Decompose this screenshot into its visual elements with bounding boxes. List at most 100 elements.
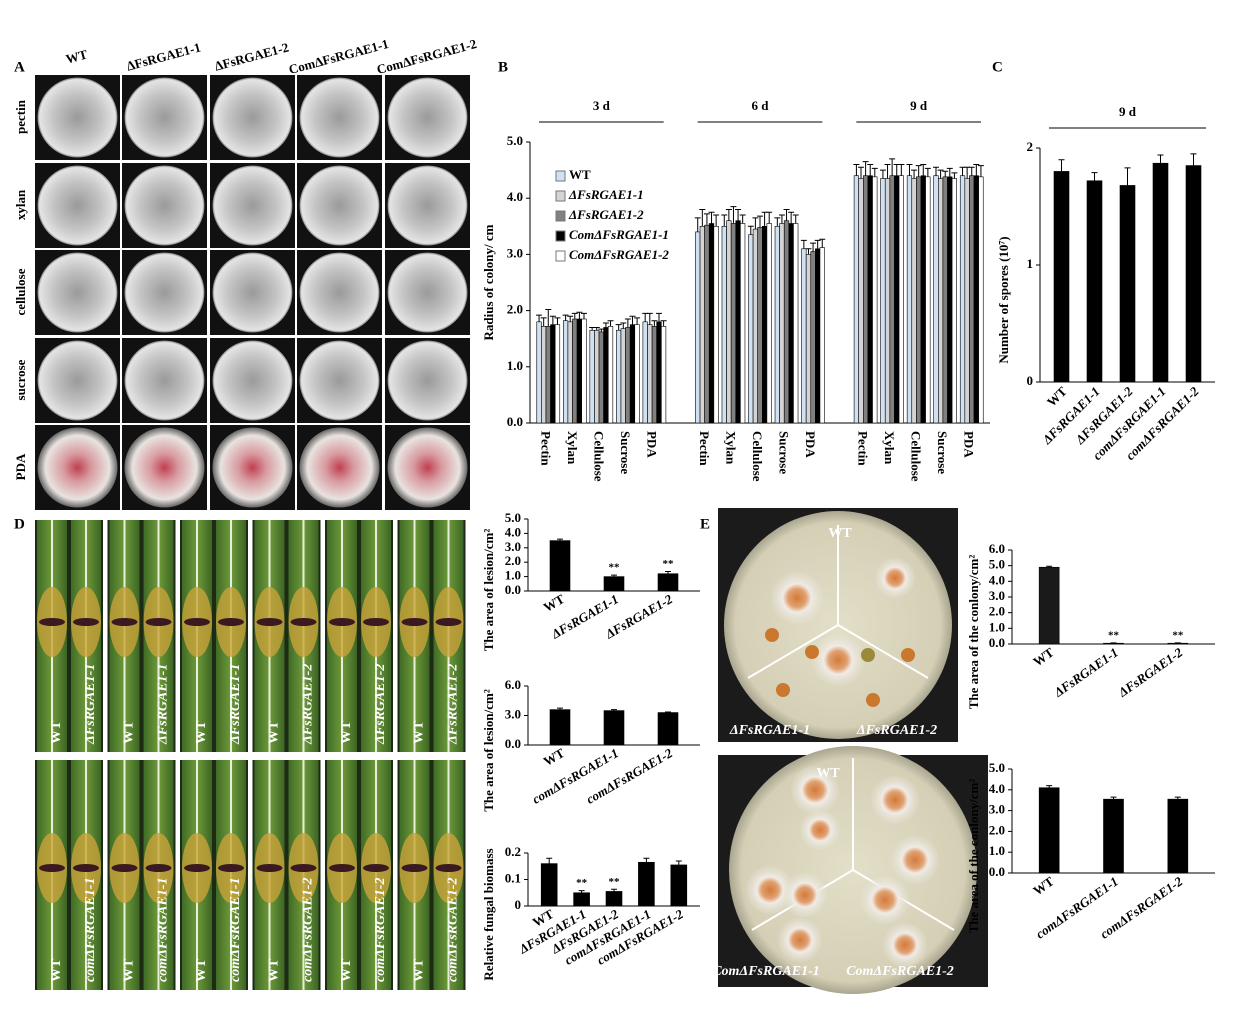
- y-tick-label: 5.0: [507, 133, 523, 148]
- leaf-label: WT: [339, 720, 354, 744]
- error-bar: [871, 167, 878, 177]
- significance: **: [1172, 629, 1184, 641]
- error-bar: [1190, 153, 1197, 166]
- error-bar: [752, 217, 759, 230]
- bar: [740, 223, 746, 424]
- bar: [872, 176, 878, 424]
- bar: [973, 175, 979, 424]
- bar: [1038, 787, 1060, 874]
- leaf-label: comΔFsRGAE1-1: [83, 878, 98, 982]
- leaf-label: WT: [194, 958, 209, 982]
- bar: [853, 175, 859, 424]
- y-tick-label: 2.0: [989, 822, 1005, 837]
- group-label: 9 d: [1119, 104, 1137, 119]
- bar: [657, 573, 679, 592]
- y-tick-label: 5.0: [989, 760, 1005, 775]
- bar: [562, 320, 569, 424]
- error-bar: [879, 169, 886, 179]
- bar: [620, 328, 626, 424]
- error-bar: [611, 888, 617, 892]
- bar: [1103, 798, 1124, 874]
- column-label: ΔFsRGAE1-2: [213, 39, 290, 73]
- error-bar: [1058, 159, 1065, 172]
- x-tick-label: WT: [1044, 383, 1070, 409]
- bar: [607, 326, 614, 424]
- error-bar: [959, 166, 966, 176]
- plate: [124, 340, 205, 421]
- plate: [124, 252, 205, 333]
- y-tick-label: 0.0: [989, 635, 1005, 650]
- significance: **: [576, 877, 588, 889]
- group-label: 9 d: [910, 98, 928, 113]
- leaf-label: WT: [267, 958, 282, 982]
- error-bar: [576, 311, 583, 320]
- y-tick-label: 3.0: [989, 802, 1005, 817]
- y-tick-label: 0: [1027, 373, 1034, 388]
- legend-label: ΔFsRGAE1-1: [568, 187, 644, 202]
- x-tick-label: Cellulose: [591, 431, 606, 482]
- bar: [1053, 171, 1070, 383]
- bar: [805, 254, 812, 424]
- y-tick-label: 5.0: [989, 557, 1005, 572]
- lesion-core: [218, 864, 244, 872]
- bar: [933, 175, 939, 424]
- x-tick-label: PDA: [803, 431, 818, 458]
- bar: [572, 318, 578, 424]
- bar: [925, 176, 931, 424]
- error-bar: [546, 857, 553, 864]
- y-tick-label: 0.0: [505, 582, 521, 597]
- y-tick-label: 4.0: [989, 781, 1005, 796]
- plate-label: WT: [816, 766, 840, 781]
- error-bar: [739, 214, 746, 224]
- bar: [916, 176, 922, 424]
- error-bar: [898, 163, 905, 176]
- column-label: ΔFsRGAE1-1: [125, 39, 202, 73]
- plate: [387, 340, 468, 421]
- error-bar: [730, 206, 737, 224]
- error-bar: [545, 308, 552, 327]
- error-bar: [915, 165, 922, 177]
- x-tick-label: Cellulose: [909, 431, 924, 482]
- bar: [656, 321, 662, 424]
- leaf-label: WT: [122, 958, 137, 982]
- bar: [638, 861, 655, 907]
- y-tick-label: 2: [1027, 139, 1034, 154]
- y-tick-label: 6.0: [505, 677, 521, 692]
- bar: [603, 576, 625, 592]
- error-bar: [757, 215, 763, 228]
- plate: [299, 77, 380, 158]
- plate: [37, 165, 118, 246]
- bar: [911, 178, 917, 424]
- error-bar: [1046, 785, 1053, 788]
- x-tick-label: Sucrose: [935, 431, 950, 474]
- bar: [1038, 566, 1060, 645]
- y-tick-label: 2.0: [507, 302, 523, 317]
- plate-label: ComΔFsRGAE1-2: [846, 964, 954, 979]
- lesion-core: [329, 864, 355, 872]
- bar: [541, 326, 547, 424]
- y-tick-label: 1: [1027, 256, 1034, 271]
- lesion-core: [256, 864, 283, 872]
- bar: [761, 226, 768, 424]
- colonies: [746, 558, 939, 967]
- lesion-core: [401, 618, 428, 626]
- error-bar: [571, 312, 578, 320]
- error-bar: [598, 328, 605, 332]
- lesion-core: [435, 618, 462, 626]
- bar: [748, 234, 754, 424]
- bar: [793, 223, 799, 424]
- error-bar: [567, 315, 574, 322]
- leaf-label: comΔFsRGAE1-1: [228, 878, 243, 982]
- leaf-label: WT: [49, 720, 64, 744]
- plate: [212, 77, 293, 158]
- plate: [212, 252, 293, 333]
- error-bar: [1046, 565, 1053, 568]
- legend-swatch: [555, 250, 566, 262]
- bar: [576, 318, 582, 424]
- error-bar: [933, 166, 939, 176]
- bar: [815, 248, 821, 424]
- leaf-label: WT: [412, 958, 427, 982]
- error-bar: [893, 163, 900, 176]
- panel-letter: B: [498, 59, 508, 75]
- bar: [858, 178, 864, 424]
